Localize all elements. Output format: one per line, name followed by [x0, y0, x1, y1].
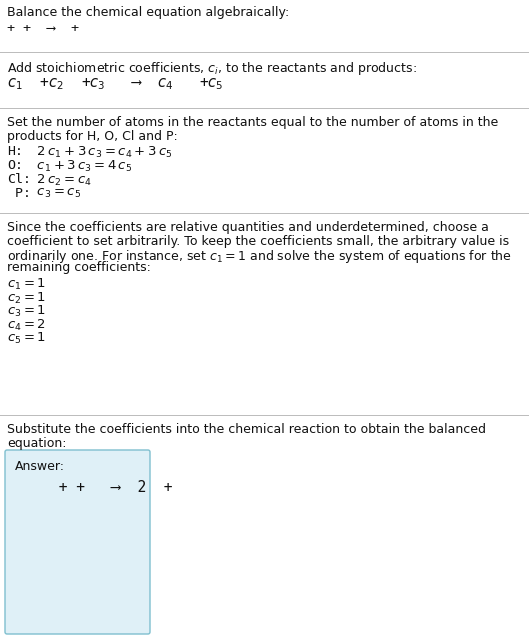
Text: equation:: equation: [7, 437, 67, 450]
Text: coefficient to set arbitrarily. To keep the coefficients small, the arbitrary va: coefficient to set arbitrarily. To keep … [7, 235, 509, 248]
Text: + +  ⟶  +: + + ⟶ + [7, 22, 79, 35]
Text: Substitute the coefficients into the chemical reaction to obtain the balanced: Substitute the coefficients into the che… [7, 423, 486, 436]
Text: P:: P: [7, 187, 31, 200]
Text: $c_3 = c_5$: $c_3 = c_5$ [29, 187, 81, 200]
Text: Answer:: Answer: [15, 460, 65, 473]
FancyBboxPatch shape [5, 450, 150, 634]
Text: Balance the chemical equation algebraically:: Balance the chemical equation algebraica… [7, 6, 289, 19]
Text: H:: H: [7, 145, 23, 158]
Text: products for H, O, Cl and P:: products for H, O, Cl and P: [7, 130, 178, 143]
Text: $2\,c_2 = c_4$: $2\,c_2 = c_4$ [29, 173, 92, 188]
Text: O:: O: [7, 159, 23, 172]
Text: remaining coefficients:: remaining coefficients: [7, 262, 151, 275]
Text: Add stoichiometric coefficients, $c_i$, to the reactants and products:: Add stoichiometric coefficients, $c_i$, … [7, 60, 417, 77]
Text: $c_2 = 1$: $c_2 = 1$ [7, 291, 46, 305]
Text: $2\,c_1 + 3\,c_3 = c_4 + 3\,c_5$: $2\,c_1 + 3\,c_3 = c_4 + 3\,c_5$ [29, 145, 172, 160]
Text: + +   ⟶  2  +: + + ⟶ 2 + [15, 480, 172, 495]
Text: $c_5 = 1$: $c_5 = 1$ [7, 331, 46, 346]
Text: Set the number of atoms in the reactants equal to the number of atoms in the: Set the number of atoms in the reactants… [7, 116, 498, 129]
Text: $c_1 = 1$: $c_1 = 1$ [7, 277, 46, 292]
Text: Cl:: Cl: [7, 173, 31, 186]
Text: ordinarily one. For instance, set $c_1 = 1$ and solve the system of equations fo: ordinarily one. For instance, set $c_1 =… [7, 248, 512, 265]
Text: $c_3 = 1$: $c_3 = 1$ [7, 304, 46, 319]
Text: Since the coefficients are relative quantities and underdetermined, choose a: Since the coefficients are relative quan… [7, 221, 489, 234]
Text: $c_1$  +$c_2$  +$c_3$   ⟶  $c_4$   +$c_5$: $c_1$ +$c_2$ +$c_3$ ⟶ $c_4$ +$c_5$ [7, 76, 224, 92]
Text: $c_4 = 2$: $c_4 = 2$ [7, 318, 46, 332]
Text: $c_1 + 3\,c_3 = 4\,c_5$: $c_1 + 3\,c_3 = 4\,c_5$ [29, 159, 132, 174]
